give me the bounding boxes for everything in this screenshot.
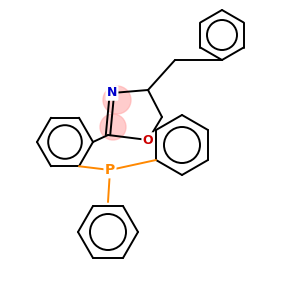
Circle shape	[103, 86, 131, 114]
Text: N: N	[107, 86, 117, 100]
Text: O: O	[143, 134, 153, 146]
Text: P: P	[105, 163, 115, 177]
Circle shape	[100, 114, 126, 140]
